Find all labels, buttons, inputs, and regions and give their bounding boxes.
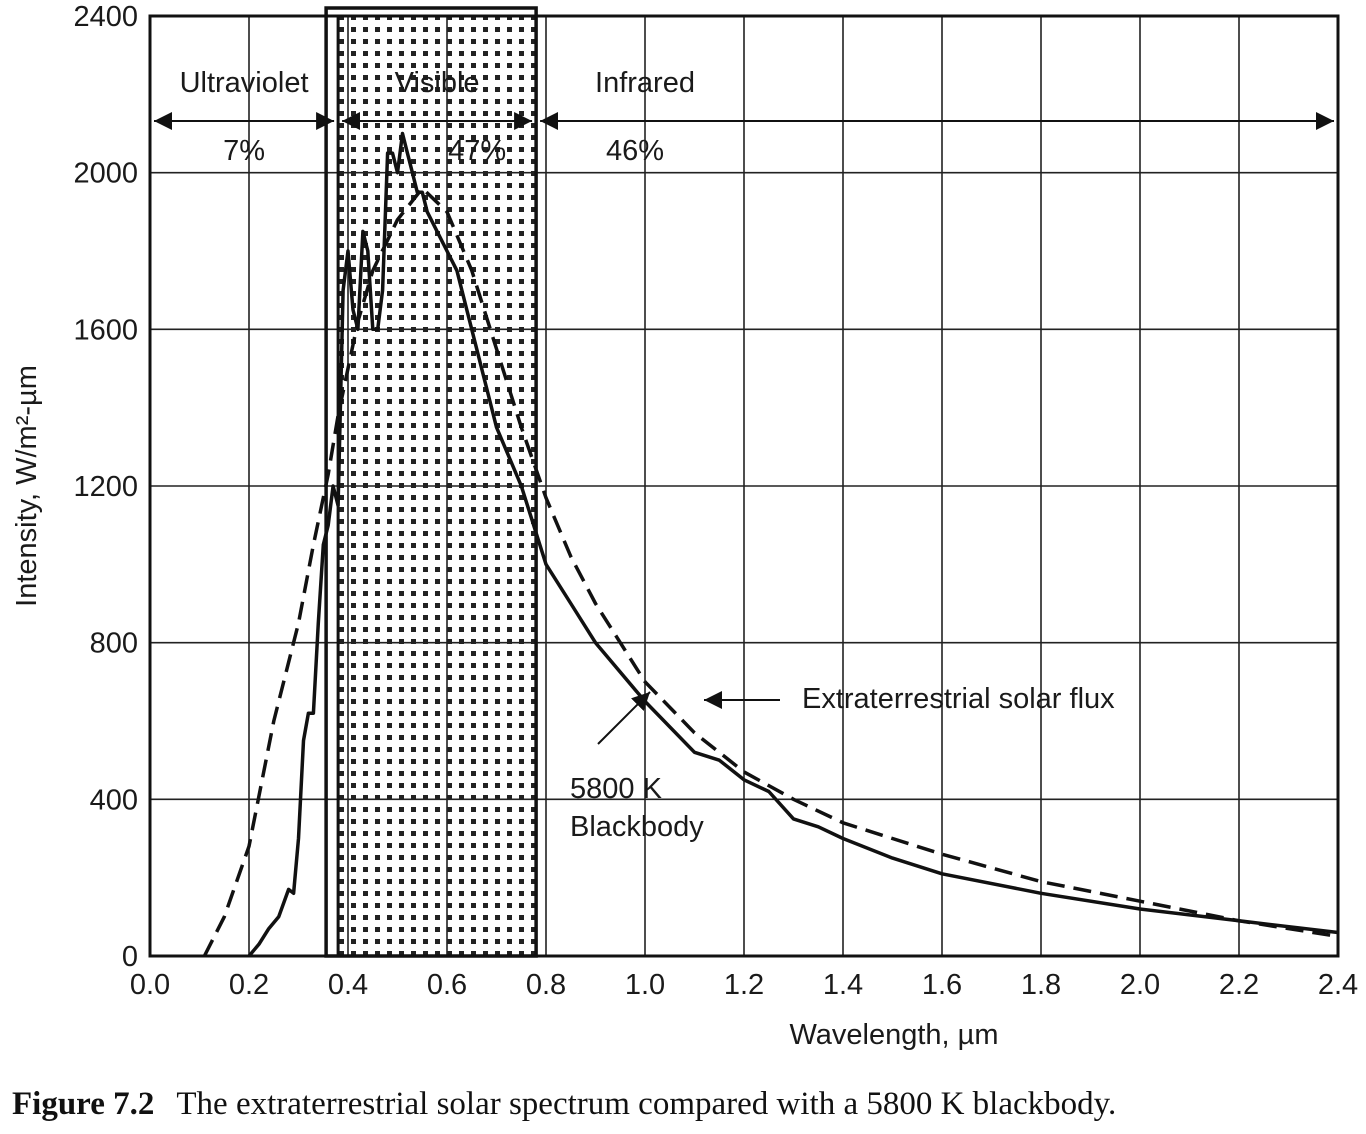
figure-number: Figure 7.2 — [12, 1086, 155, 1122]
region-label-infrared: Infrared — [595, 67, 695, 99]
plot-frame — [148, 6, 1340, 958]
x-tick-label: 0.6 — [427, 969, 467, 1001]
y-axis-title: Intensity, W/m²-µm — [11, 365, 43, 607]
region-label-visible: Visible — [395, 67, 480, 99]
blackbody-annotation-line1: 5800 K — [570, 773, 663, 805]
x-tick-label: 0.8 — [526, 969, 566, 1001]
y-tick-label: 1600 — [73, 314, 138, 346]
x-tick-label: 0.2 — [229, 969, 269, 1001]
y-tick-label: 400 — [90, 784, 138, 816]
region-label-ultraviolet: Ultraviolet — [180, 67, 309, 99]
y-tick-label: 0 — [122, 941, 138, 973]
x-tick-label: 2.2 — [1219, 969, 1259, 1001]
series-line-blackbody — [202, 186, 1339, 957]
region-percent-infrared: 46% — [606, 135, 664, 167]
x-tick-label: 2.4 — [1318, 969, 1358, 1001]
x-tick-label: 1.6 — [922, 969, 962, 1001]
flux-annotation-label: Extraterrestrial solar flux — [802, 683, 1115, 715]
x-axis-title: Wavelength, µm — [789, 1019, 998, 1051]
y-tick-label: 2000 — [73, 158, 138, 190]
x-tick-label: 2.0 — [1120, 969, 1160, 1001]
series-layer — [202, 131, 1339, 958]
y-tick-label: 1200 — [73, 471, 138, 503]
region-percent-ultraviolet: 7% — [223, 135, 265, 167]
y-tick-label: 2400 — [73, 1, 138, 33]
labels: 0.0 0.2 0.4 0.6 0.8 1.0 1.2 1.4 1.6 1.8 2.0 2.2 2.4 0… — [11, 1, 1358, 1051]
visible-region-border — [324, 6, 538, 958]
caption-text: The extraterrestrial solar spectrum comp… — [176, 1086, 1117, 1122]
x-tick-label: 0.0 — [130, 969, 170, 1001]
plot-border — [148, 14, 1340, 958]
blackbody-annotation-arrow — [597, 691, 651, 745]
x-tick-label: 1.2 — [724, 969, 764, 1001]
blackbody-annotation-line2: Blackbody — [570, 811, 704, 843]
x-tick-label: 0.4 — [328, 969, 368, 1001]
x-tick-label: 1.8 — [1021, 969, 1061, 1001]
y-tick-label: 800 — [90, 628, 138, 660]
x-tick-label: 1.4 — [823, 969, 863, 1001]
grid — [149, 15, 1339, 957]
series-line-solar-flux — [247, 131, 1339, 958]
x-tick-label: 1.0 — [625, 969, 665, 1001]
figure-caption: Figure 7.2 The extraterrestrial solar spe… — [12, 1086, 1362, 1123]
region-percent-visible: 47% — [448, 135, 506, 167]
solar-spectrum-chart: 0.0 0.2 0.4 0.6 0.8 1.0 1.2 1.4 1.6 1.8 2.0 2.2 2.4 0… — [11, 1, 1358, 1051]
